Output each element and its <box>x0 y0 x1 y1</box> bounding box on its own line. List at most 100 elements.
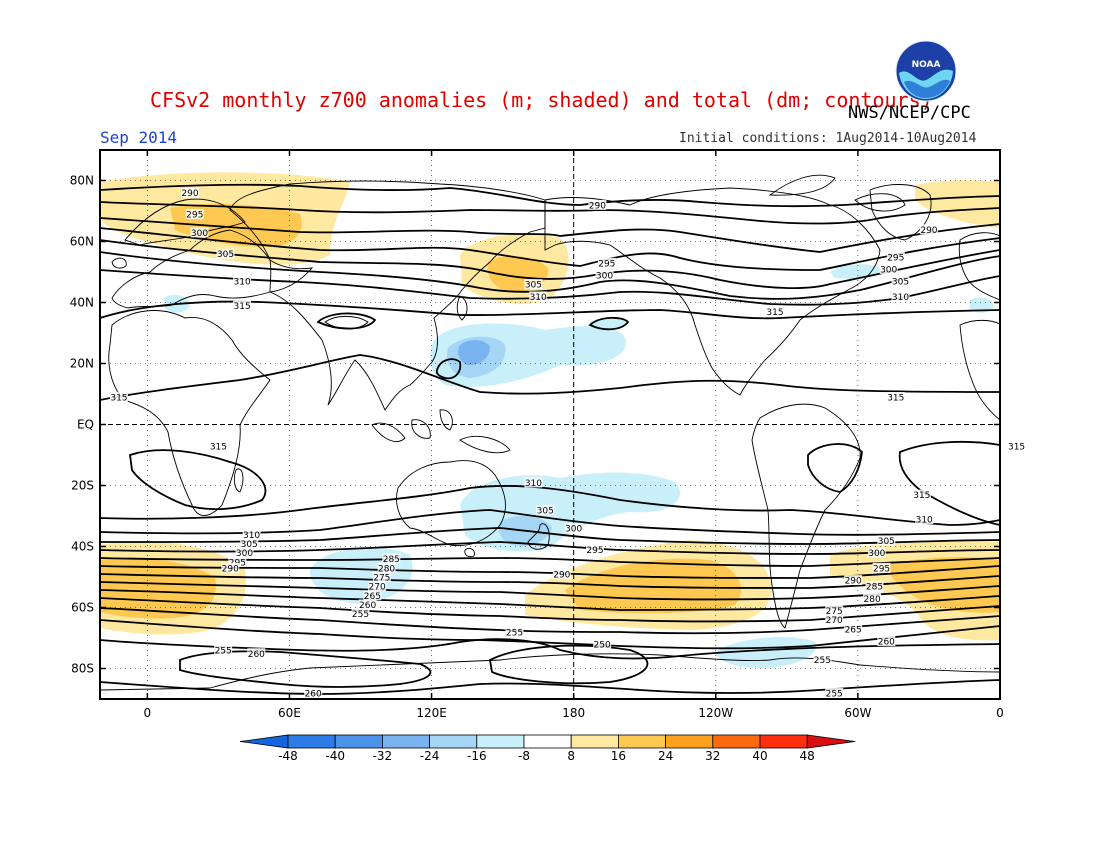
contour-label-background <box>813 654 832 665</box>
contour-label-background <box>886 392 905 403</box>
contour-label: 255 <box>351 608 370 620</box>
contour-line <box>100 509 1000 536</box>
contour-label: 285 <box>865 581 884 593</box>
contour-label-background <box>891 276 910 287</box>
contour-label-background <box>524 477 543 488</box>
contour-label-text: 260 <box>359 601 376 611</box>
contour-label: 280 <box>863 593 882 605</box>
contour-label: 300 <box>190 227 209 239</box>
contour-line <box>807 443 863 493</box>
contour-label-text: 280 <box>378 564 395 574</box>
contour-label-background <box>597 257 616 268</box>
contour-label-background <box>844 575 863 586</box>
contour-label-background <box>221 562 240 573</box>
contour-label: 315 <box>209 440 228 452</box>
contour-label-text: 295 <box>186 211 203 221</box>
contour-label: 305 <box>891 276 910 288</box>
contour-label-background <box>304 687 323 698</box>
contour-label-text: 310 <box>525 479 542 489</box>
contour-label-text: 270 <box>826 616 843 626</box>
contour-label: 305 <box>240 538 259 550</box>
contour-line <box>100 239 1000 289</box>
contour-label-text: 260 <box>305 689 322 699</box>
contour-label: 310 <box>242 529 261 541</box>
contour-label-text: 300 <box>868 549 885 559</box>
contour-line <box>489 644 649 685</box>
contour-line <box>100 541 1000 555</box>
contour-label-background <box>825 605 844 616</box>
contour-label: 310 <box>891 291 910 303</box>
contour-label: 290 <box>844 575 863 587</box>
contour-label-background <box>912 489 931 500</box>
contour-label: 300 <box>235 547 254 559</box>
contour-label: 275 <box>372 572 391 584</box>
contour-line <box>100 638 1000 660</box>
contour-label-text: 250 <box>594 641 611 651</box>
contour-label-text: 295 <box>586 546 603 556</box>
contour-line <box>100 619 1000 650</box>
contour-label: 300 <box>564 523 583 535</box>
contour-line <box>898 440 1000 526</box>
contour-label-text: 255 <box>826 689 843 699</box>
longitude-label: 120W <box>698 706 733 720</box>
contour-label-text: 315 <box>1008 442 1025 452</box>
agency-label: NWS/NCEP/CPC <box>848 103 971 123</box>
contour-label-text: 290 <box>920 226 937 236</box>
latitude-label: 60N <box>70 235 94 249</box>
contour-label-background <box>529 291 548 302</box>
contour-label-text: 290 <box>181 189 198 199</box>
contour-label: 315 <box>109 392 128 404</box>
contour-line <box>100 269 1000 306</box>
contour-line <box>129 449 267 510</box>
contour-label-background <box>233 300 252 311</box>
contour-label-text: 280 <box>864 595 881 605</box>
contour-label-background <box>109 392 128 403</box>
contour-label-background <box>863 593 882 604</box>
contour-line <box>588 316 630 331</box>
contour-label: 290 <box>181 187 199 199</box>
contour-label-text: 315 <box>766 308 783 318</box>
longitude-label: 60W <box>844 706 871 720</box>
contour-label-background <box>214 645 233 656</box>
contour-label: 310 <box>529 291 548 303</box>
contour-label-text: 290 <box>589 201 606 211</box>
contour-label: 255 <box>505 626 524 638</box>
contour-label-text: 315 <box>210 442 227 452</box>
contour-label: 290 <box>552 568 571 580</box>
contour-label-text: 285 <box>866 583 883 593</box>
contour-label-text: 295 <box>598 259 615 269</box>
latitude-label: 20S <box>71 479 94 493</box>
contour-label-background <box>181 187 199 198</box>
contour-label-text: 265 <box>364 592 381 602</box>
contour-label-text: 260 <box>878 638 895 648</box>
contour-label: 270 <box>825 614 844 626</box>
contour-label: 265 <box>844 623 863 635</box>
contour-label-text: 255 <box>814 656 831 666</box>
contour-label-background <box>595 270 614 281</box>
contour-label-background <box>209 440 228 451</box>
contour-line <box>100 201 1000 225</box>
contour-line <box>100 581 1000 601</box>
contour-label: 300 <box>879 263 898 275</box>
contour-label-background <box>825 687 844 698</box>
contour-line <box>179 650 432 688</box>
latitude-label: 20N <box>70 357 94 371</box>
contour-label-text: 295 <box>873 564 890 574</box>
contour-label-background <box>240 538 259 549</box>
contour-line <box>100 557 1000 567</box>
contour-label-text: 310 <box>530 293 547 303</box>
contour-line <box>435 358 462 380</box>
latitude-label: 40S <box>71 540 94 554</box>
contour-label: 275 <box>825 605 844 617</box>
contour-label: 250 <box>593 639 612 651</box>
contour-label-background <box>185 209 204 220</box>
contour-label: 300 <box>595 270 614 282</box>
contour-line <box>100 485 1000 526</box>
contour-label: 315 <box>1007 440 1026 452</box>
contour-label: 315 <box>912 489 931 501</box>
contour-line <box>100 607 1000 635</box>
contour-label-text: 290 <box>553 570 570 580</box>
contour-line <box>100 573 1000 589</box>
contour-label-background <box>382 553 401 564</box>
contour-label-text: 295 <box>887 253 904 263</box>
